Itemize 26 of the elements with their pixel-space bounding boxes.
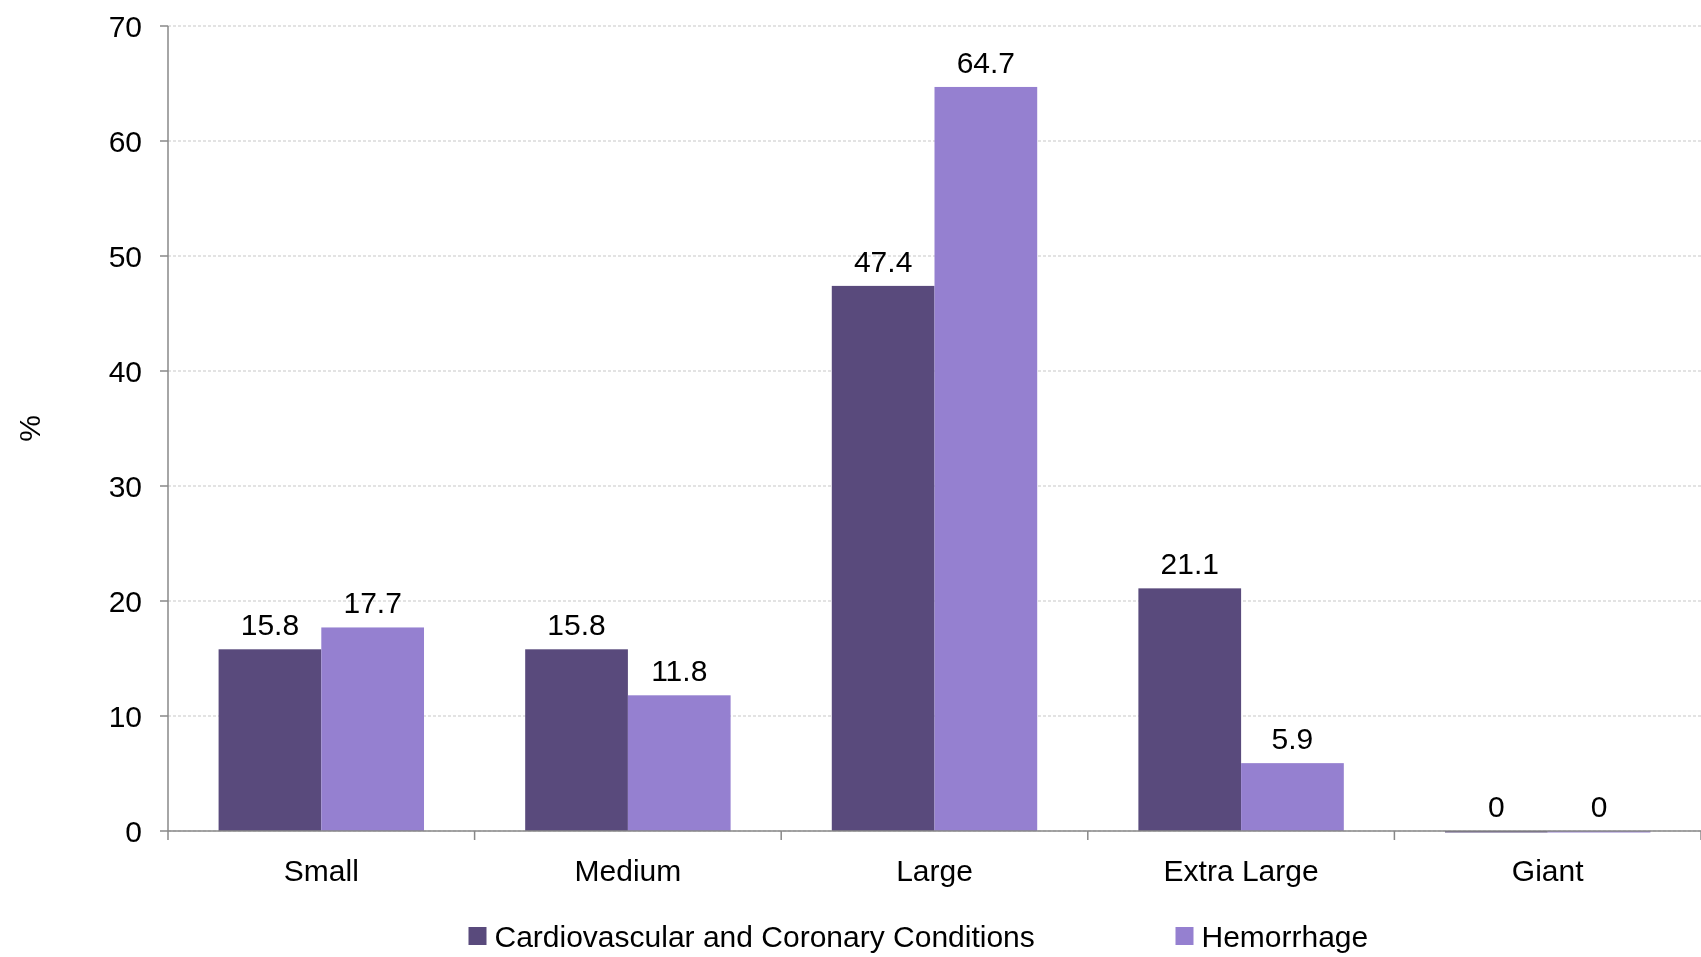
y-tick-label: 60 <box>108 124 142 158</box>
y-tick-label: 30 <box>108 469 142 503</box>
data-label: 47.4 <box>853 244 913 278</box>
y-tick-label: 0 <box>125 814 142 848</box>
y-tick-label: 70 <box>108 9 142 43</box>
data-label: 0 <box>1590 790 1608 823</box>
y-axis-title: % <box>13 415 46 442</box>
legend-label: Hemorrhage <box>1201 919 1369 953</box>
data-label: 15.8 <box>240 608 300 642</box>
y-tick-label: 20 <box>108 584 142 618</box>
y-tick-label: 50 <box>108 239 142 273</box>
data-label: 64.7 <box>956 45 1016 79</box>
data-label: 11.8 <box>651 654 708 688</box>
legend-label: Cardiovascular and Coronary Conditions <box>494 919 1035 953</box>
x-tick-label: Small <box>283 854 359 887</box>
data-label: 0 <box>1488 790 1505 823</box>
y-tick-label: 40 <box>108 354 142 388</box>
data-label: 21.1 <box>1160 547 1219 581</box>
x-tick-label: Medium <box>574 854 682 887</box>
x-tick-label: Extra Large <box>1163 854 1319 887</box>
data-label: 15.8 <box>547 608 606 642</box>
y-tick-label: 10 <box>108 699 142 733</box>
data-label: 17.7 <box>343 586 402 620</box>
x-tick-label: Large <box>896 854 973 887</box>
x-tick-label: Giant <box>1511 854 1585 887</box>
data-label: 5.9 <box>1271 722 1314 756</box>
